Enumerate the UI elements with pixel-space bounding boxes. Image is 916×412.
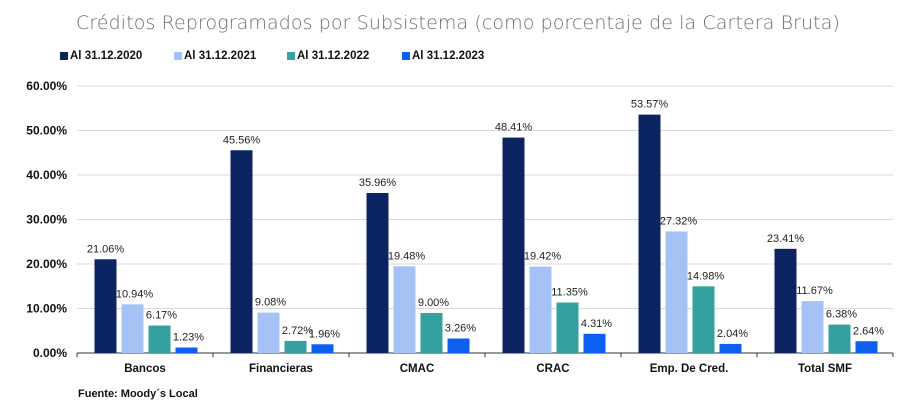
legend-label-2023: Al 31.12.2023 <box>412 50 485 62</box>
bar <box>502 137 525 353</box>
bar <box>94 259 117 353</box>
data-label: 3.26% <box>445 322 476 334</box>
data-label: 27.32% <box>660 215 698 227</box>
x-category-label: Emp. De Cred. <box>650 363 729 375</box>
data-label: 14.98% <box>687 270 725 282</box>
x-category-label: Bancos <box>124 363 166 375</box>
legend-swatch-2020 <box>60 52 68 60</box>
legend-item-2021: Al 31.12.2021 <box>174 50 256 62</box>
data-label: 19.48% <box>388 250 426 262</box>
data-label: 53.57% <box>631 99 669 111</box>
bar <box>801 301 824 353</box>
bar <box>311 344 334 353</box>
bar <box>638 114 661 354</box>
bar <box>556 302 579 353</box>
bar <box>121 304 144 353</box>
legend-item-2023: Al 31.12.2023 <box>402 50 484 62</box>
legend-label-2021: Al 31.12.2021 <box>184 50 257 62</box>
source-note: Fuente: Moody´s Local <box>78 388 198 400</box>
data-label: 11.35% <box>551 286 588 298</box>
data-label: 23.41% <box>767 233 805 245</box>
data-label: 11.67% <box>796 285 833 297</box>
legend-swatch-2022 <box>287 52 295 60</box>
data-label: 9.00% <box>418 297 449 309</box>
data-label: 1.96% <box>309 328 340 340</box>
bar <box>420 312 443 353</box>
bar <box>583 333 606 353</box>
x-category-label: CRAC <box>536 363 569 375</box>
bar <box>366 192 389 353</box>
x-category-label: Financieras <box>249 363 313 375</box>
x-category-label: CMAC <box>400 363 435 375</box>
y-tick-label: 0.00% <box>33 346 67 360</box>
y-tick-label: 30.00% <box>26 213 67 227</box>
legend-swatch-2021 <box>174 52 182 60</box>
legend-label-2020: Al 31.12.2020 <box>70 50 143 62</box>
bar <box>719 343 742 353</box>
x-category-label: Total SMF <box>798 363 852 375</box>
chart-title: Créditos Reprogramados por Subsistema (c… <box>76 12 840 34</box>
bar <box>230 150 253 353</box>
data-label: 6.38% <box>826 309 857 321</box>
bar <box>855 341 878 353</box>
y-tick-label: 50.00% <box>26 124 67 138</box>
y-tick-label: 20.00% <box>26 257 67 271</box>
bar <box>774 248 797 353</box>
legend-swatch-2023 <box>402 52 410 60</box>
legend-item-2022: Al 31.12.2022 <box>287 50 369 62</box>
data-label: 4.31% <box>581 318 612 330</box>
bar <box>175 347 198 353</box>
data-label: 2.64% <box>853 325 884 337</box>
bar <box>529 266 552 353</box>
bar <box>692 286 715 353</box>
data-label: 2.04% <box>717 328 748 340</box>
bar <box>447 338 470 353</box>
data-label: 10.94% <box>116 288 154 300</box>
legend-item-2020: Al 31.12.2020 <box>60 50 142 62</box>
legend-label-2022: Al 31.12.2022 <box>297 50 370 62</box>
data-label: 45.56% <box>223 134 261 146</box>
data-label: 35.96% <box>359 177 397 189</box>
data-label: 1.23% <box>173 332 204 344</box>
data-label: 19.42% <box>524 251 562 263</box>
data-label: 21.06% <box>87 243 125 255</box>
data-label: 48.41% <box>495 122 533 134</box>
bar <box>393 266 416 353</box>
bar <box>665 231 688 353</box>
data-label: 6.17% <box>146 310 177 322</box>
data-label: 9.08% <box>255 297 286 309</box>
bar <box>257 312 280 353</box>
data-label: 2.72% <box>282 325 313 337</box>
bar <box>284 340 307 353</box>
bar <box>828 324 851 353</box>
y-tick-label: 10.00% <box>26 302 67 316</box>
y-tick-label: 60.00% <box>26 79 67 93</box>
y-tick-label: 40.00% <box>26 168 67 182</box>
bar <box>148 325 171 353</box>
